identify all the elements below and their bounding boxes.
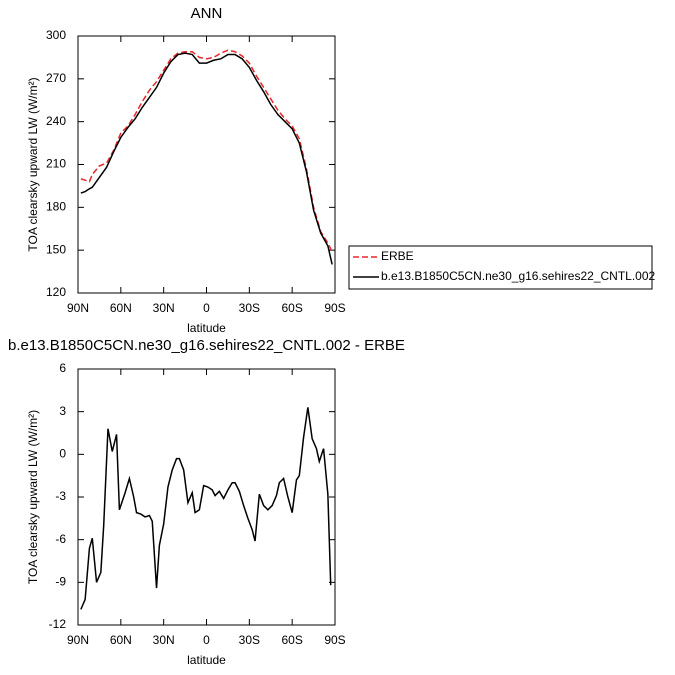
data-line	[80, 49, 333, 252]
y-tick-label: -9	[55, 575, 66, 589]
legend-box	[348, 245, 653, 290]
y-axis-label: TOA clearsky upward LW (W/m²)	[26, 77, 40, 251]
y-tick-label: 210	[46, 157, 66, 171]
y-tick-label: 120	[46, 285, 66, 299]
y-tick-label: 180	[46, 200, 66, 214]
y-axis-label: TOA clearsky upward LW (W/m²)	[26, 410, 40, 584]
legend: ERBE b.e13.B1850C5CN.ne30_g16.sehires22_C…	[348, 245, 656, 290]
x-axis-label: latitude	[187, 653, 226, 667]
x-tick-label: 30N	[153, 633, 175, 647]
x-tick-label: 90S	[324, 301, 345, 315]
legend-label: ERBE	[381, 249, 414, 263]
x-tick-label: 30S	[239, 633, 260, 647]
chart-title: b.e13.B1850C5CN.ne30_g16.sehires22_CNTL.…	[8, 337, 405, 354]
x-tick-label: 30S	[239, 301, 260, 315]
x-tick-label: 30N	[153, 301, 175, 315]
x-tick-label: 90N	[67, 301, 89, 315]
x-tick-label: 0	[203, 301, 210, 315]
x-tick-label: 60S	[281, 301, 302, 315]
y-tick-label: -12	[49, 617, 67, 631]
x-axis-label: latitude	[187, 321, 226, 335]
y-tick-label: 270	[46, 71, 66, 85]
y-tick-label: 240	[46, 114, 66, 128]
plot-frame	[77, 368, 336, 626]
x-tick-label: 0	[203, 633, 210, 647]
x-tick-label: 60N	[110, 301, 132, 315]
data-line	[80, 52, 333, 265]
y-tick-label: 300	[46, 28, 66, 42]
data-line	[80, 407, 332, 610]
y-tick-label: 6	[59, 361, 66, 375]
x-tick-label: 90S	[324, 633, 345, 647]
y-tick-label: -6	[55, 532, 66, 546]
y-tick-label: -3	[55, 489, 66, 503]
plot-frame	[77, 35, 336, 294]
x-tick-label: 60S	[281, 633, 302, 647]
legend-label: b.e13.B1850C5CN.ne30_g16.sehires22_CNTL.…	[381, 269, 656, 283]
x-tick-label: 90N	[67, 633, 89, 647]
y-tick-label: 0	[59, 447, 66, 461]
x-tick-label: 60N	[110, 633, 132, 647]
chart-title: ANN	[191, 5, 223, 22]
y-tick-label: 3	[59, 404, 66, 418]
y-tick-label: 150	[46, 242, 66, 256]
